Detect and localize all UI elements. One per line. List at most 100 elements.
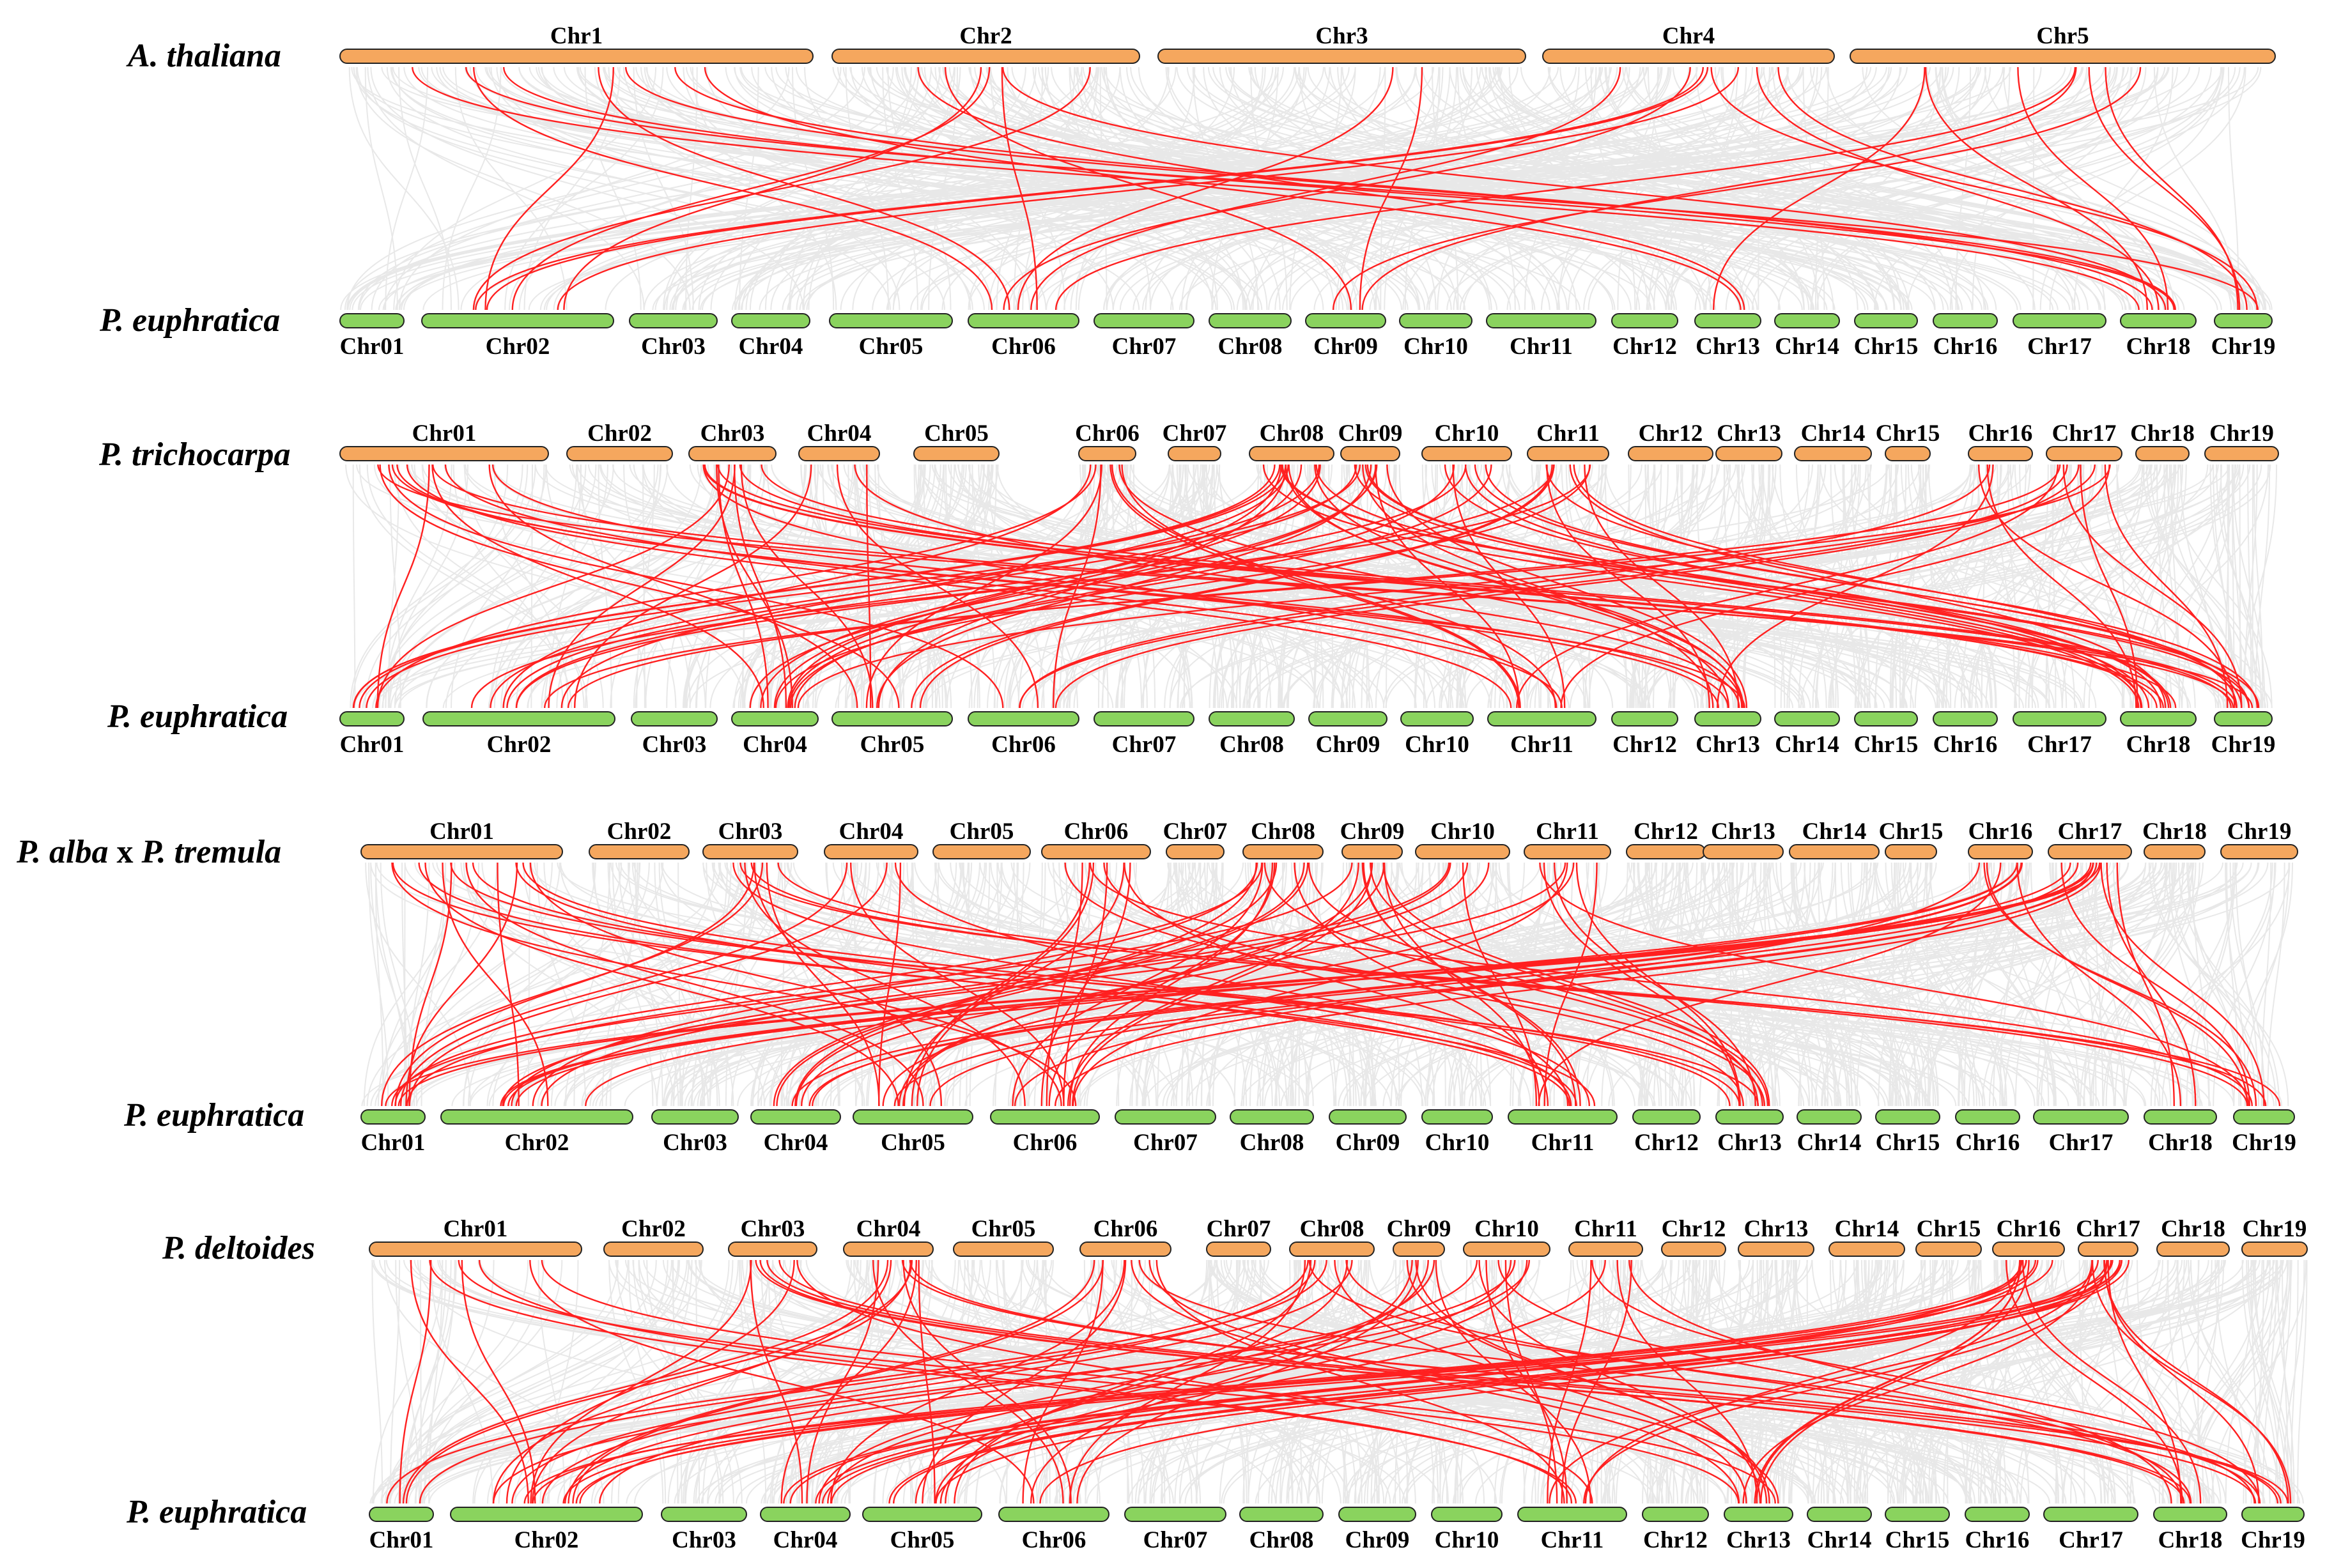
bottom-chromosome-label: Chr12 (1612, 334, 1677, 360)
top-chromosome-label: Chr12 (1639, 420, 1703, 447)
top-chromosome-bar (1289, 1241, 1375, 1257)
top-chromosome-label: Chr1 (550, 23, 603, 49)
highlight-link (1386, 464, 1748, 709)
highlight-link (1064, 862, 1744, 1107)
top-chromosome-label: Chr18 (2161, 1216, 2225, 1242)
highlight-link (1039, 1259, 2112, 1504)
highlight-link (1543, 862, 1598, 1107)
bottom-chromosome-label: Chr06 (1013, 1130, 1078, 1156)
top-chromosome-bar (1992, 1241, 2065, 1257)
top-chromosome-label: Chr16 (1968, 819, 2033, 845)
bottom-chromosome-bar (2144, 1109, 2217, 1125)
highlight-link (399, 1259, 432, 1504)
highlight-link (402, 1259, 889, 1504)
highlight-link (458, 1259, 1740, 1504)
bottom-chromosome-bar (1694, 313, 1761, 328)
top-chromosome-bar (2135, 446, 2190, 461)
highlight-link (789, 464, 1492, 709)
bottom-chromosome-label: Chr07 (1112, 334, 1177, 360)
bottom-chromosome-bar (2214, 711, 2273, 726)
bottom-chromosome-label: Chr16 (1956, 1130, 2020, 1156)
bottom-chromosome-label: Chr09 (1336, 1130, 1400, 1156)
bottom-chromosome-bar (440, 1109, 633, 1125)
top-chromosome-bar (2241, 1241, 2308, 1257)
top-chromosome-label: Chr03 (741, 1216, 805, 1242)
bottom-chromosome-label: Chr18 (2126, 334, 2191, 360)
top-chromosome-bar (688, 446, 777, 461)
bottom-chromosome-label: Chr18 (2148, 1130, 2213, 1156)
bottom-chromosome-bar (1774, 711, 1840, 726)
background-link-bundle (361, 862, 2293, 1107)
highlight-link (450, 862, 1759, 1107)
top-chromosome-label: Chr13 (1711, 819, 1775, 845)
bottom-chromosome-bar (1854, 711, 1918, 726)
highlight-link (1046, 862, 1083, 1107)
highlight-link (773, 862, 1278, 1107)
bottom-chromosome-label: Chr12 (1634, 1130, 1699, 1156)
highlight-link (412, 66, 2140, 311)
highlight-link (502, 862, 1566, 1107)
bottom-chromosome-bar (862, 1507, 982, 1522)
bottom-chromosome-label: Chr10 (1403, 334, 1468, 360)
top-chromosome-bar (843, 1241, 934, 1257)
highlight-link (893, 1259, 2129, 1504)
highlight-link (919, 464, 1555, 709)
bottom-chromosome-bar (1421, 1109, 1493, 1125)
top-chromosome-bar (798, 446, 880, 461)
highlight-link (876, 464, 1372, 709)
bottom-chromosome-bar (1724, 1507, 1793, 1522)
highlight-link (532, 862, 1258, 1107)
top-chromosome-bar (1393, 1241, 1445, 1257)
top-chromosome-bar (1915, 1241, 1982, 1257)
top-chromosome-bar (339, 49, 814, 64)
highlight-link (492, 1259, 912, 1504)
top-chromosome-label: Chr03 (700, 420, 765, 447)
bottom-chromosome-label: Chr08 (1249, 1527, 1314, 1553)
top-chromosome-label: Chr03 (718, 819, 783, 845)
bottom-chromosome-label: Chr07 (1112, 732, 1177, 758)
highlight-link (541, 1259, 1776, 1504)
highlight-link (1262, 464, 2140, 709)
top-chromosome-label: Chr07 (1163, 420, 1227, 447)
highlight-link (740, 464, 874, 709)
highlight-link (893, 862, 2098, 1107)
highlight-link (1478, 1259, 1761, 1504)
top-chromosome-label: Chr17 (2058, 819, 2122, 845)
bottom-chromosome-label: Chr06 (1022, 1527, 1086, 1553)
highlight-link (511, 66, 991, 311)
highlight-link (548, 464, 736, 709)
highlight-link (1359, 66, 1423, 311)
bottom-chromosome-bar (760, 1507, 851, 1522)
species-label-cross: x (109, 834, 142, 870)
bottom-chromosome-bar (1329, 1109, 1407, 1125)
highlight-link (773, 464, 1321, 709)
highlight-link (2062, 464, 2243, 709)
top-chromosome-label: Chr10 (1474, 1216, 1539, 1242)
highlight-link (1002, 66, 2167, 311)
species-label-palba-ptremula: P. alba x P. tremula (16, 834, 281, 870)
bottom-chromosome-bar (1965, 1507, 2030, 1522)
highlight-link (399, 862, 848, 1107)
top-chromosome-bar (2204, 446, 2279, 461)
highlight-links-pdeltoides (386, 1259, 2292, 1504)
highlight-link (1547, 1259, 1592, 1504)
species-label-peuphratica-4: P. euphratica (126, 1494, 307, 1530)
top-chromosome-bar (1341, 844, 1403, 859)
highlight-link (903, 862, 1125, 1107)
highlight-links-athaliana (412, 66, 2259, 311)
top-chromosome-bar (2046, 446, 2122, 461)
highlight-link (744, 862, 1026, 1107)
highlight-link (1155, 1259, 1565, 1504)
highlight-link (625, 66, 2176, 311)
bottom-chromosome-bar (1124, 1507, 1226, 1522)
highlight-link (1053, 464, 1102, 709)
highlight-link (830, 1259, 1125, 1504)
highlight-link (492, 1259, 1516, 1504)
top-chromosome-bar (566, 446, 673, 461)
bottom-chromosome-label: Chr12 (1643, 1527, 1708, 1553)
top-chromosome-label: Chr12 (1662, 1216, 1726, 1242)
bottom-chromosome-label: Chr05 (890, 1527, 955, 1553)
bottom-chromosome-label: Chr01 (340, 334, 405, 360)
highlight-link (1742, 1259, 2094, 1504)
bottom-chromosome-label: Chr06 (991, 732, 1056, 758)
